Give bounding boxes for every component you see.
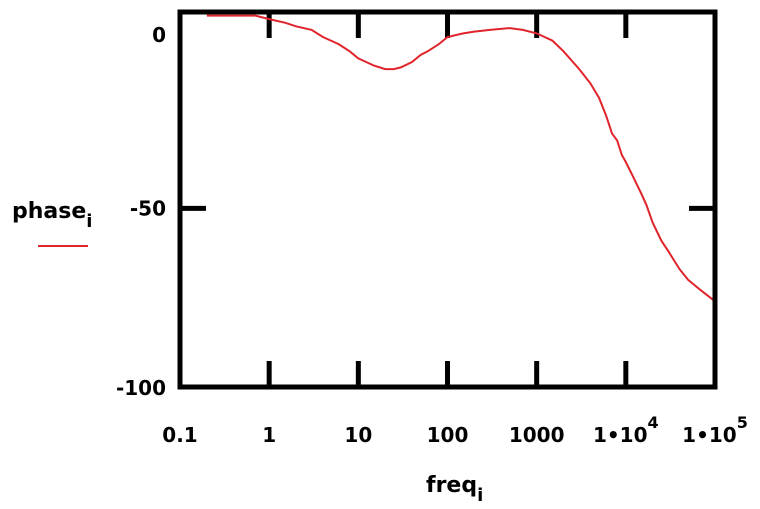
y-tick-label: -50 — [130, 196, 166, 220]
legend-label-text: phase — [12, 199, 86, 224]
x-tick-label: 1•104 — [593, 413, 659, 447]
x-tick-label: 1000 — [509, 423, 565, 447]
x-tick-labels: 0.1 1 10 100 1000 1•104 1•105 — [162, 413, 748, 447]
x-tick-label: 100 — [427, 423, 469, 447]
y-tick-label: 0 — [152, 23, 166, 47]
legend-label-subscript: i — [86, 211, 92, 232]
series-line-phase — [206, 14, 716, 303]
x-tick-label: 1 — [262, 423, 276, 447]
legend-label: phasei — [12, 199, 92, 232]
x-tick-label: 1•105 — [682, 413, 748, 447]
plot-frame — [177, 9, 718, 390]
axis-ticks — [180, 12, 715, 387]
y-tick-labels: 0 -50 -100 — [116, 23, 166, 400]
x-tick-label: 10 — [344, 423, 372, 447]
x-axis-title-subscript: i — [477, 485, 483, 506]
x-axis-title: freqi — [426, 473, 483, 506]
y-tick-label: -100 — [116, 376, 166, 400]
legend: phasei — [12, 199, 92, 247]
x-axis-title-text: freq — [426, 473, 477, 498]
x-tick-label: 0.1 — [162, 423, 197, 447]
